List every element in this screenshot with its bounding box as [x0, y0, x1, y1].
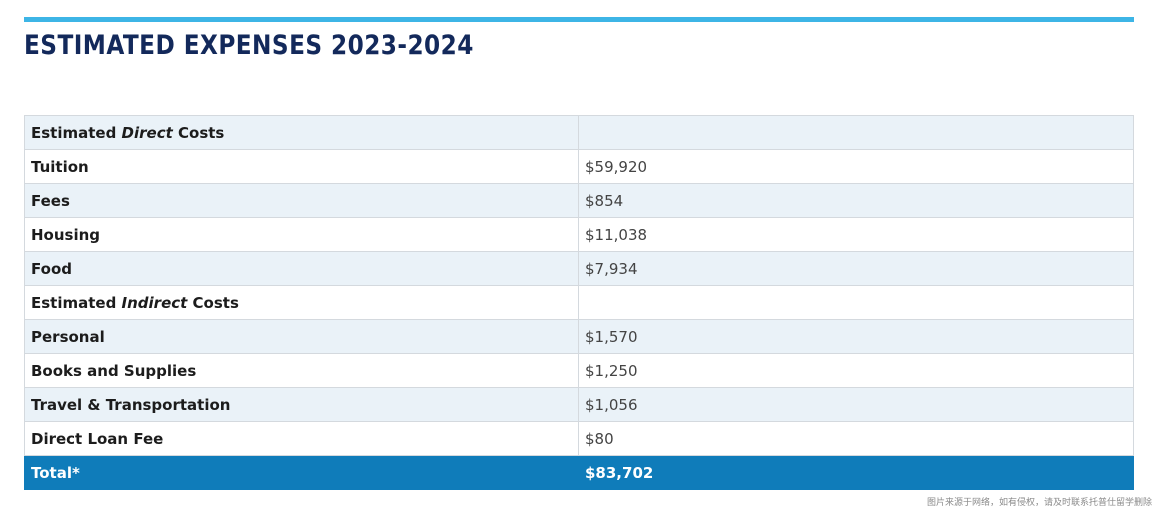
section-emphasis: Direct	[121, 123, 173, 142]
row-value: $854	[578, 183, 1134, 218]
watermark-text: 图片来源于网络，如有侵权，请及时联系托普仕留学删除	[926, 498, 1152, 508]
section-emphasis: Indirect	[121, 293, 188, 312]
table-row: Books and Supplies $1,250	[24, 353, 1134, 388]
total-row: Total* $83,702	[24, 455, 1134, 490]
row-value: $11,038	[578, 217, 1134, 252]
top-accent-rule	[24, 17, 1134, 22]
row-label: Housing	[24, 217, 579, 252]
row-label: Food	[24, 251, 579, 286]
row-value: $1,250	[578, 353, 1134, 388]
table-row: Tuition $59,920	[24, 149, 1134, 184]
section-label: Estimated Indirect Costs	[24, 285, 579, 320]
row-label: Books and Supplies	[24, 353, 579, 388]
row-value: $1,570	[578, 319, 1134, 354]
section-header-direct-costs: Estimated Direct Costs	[24, 115, 1134, 150]
table-row: Fees $854	[24, 183, 1134, 218]
section-header-indirect-costs: Estimated Indirect Costs	[24, 285, 1134, 320]
total-label: Total*	[24, 455, 579, 490]
row-label: Direct Loan Fee	[24, 421, 579, 456]
row-value: $80	[578, 421, 1134, 456]
section-value	[578, 115, 1134, 150]
row-label: Personal	[24, 319, 579, 354]
page-title: ESTIMATED EXPENSES 2023-2024	[24, 30, 474, 61]
total-value: $83,702	[578, 455, 1134, 490]
section-value	[578, 285, 1134, 320]
row-value: $59,920	[578, 149, 1134, 184]
section-label: Estimated Direct Costs	[24, 115, 579, 150]
table-row: Housing $11,038	[24, 217, 1134, 252]
table-row: Direct Loan Fee $80	[24, 421, 1134, 456]
row-label: Fees	[24, 183, 579, 218]
row-label: Tuition	[24, 149, 579, 184]
row-value: $7,934	[578, 251, 1134, 286]
row-value: $1,056	[578, 387, 1134, 422]
table-row: Travel & Transportation $1,056	[24, 387, 1134, 422]
row-label: Travel & Transportation	[24, 387, 579, 422]
expenses-table: Estimated Direct Costs Tuition $59,920 F…	[24, 115, 1134, 490]
table-row: Food $7,934	[24, 251, 1134, 286]
table-row: Personal $1,570	[24, 319, 1134, 354]
